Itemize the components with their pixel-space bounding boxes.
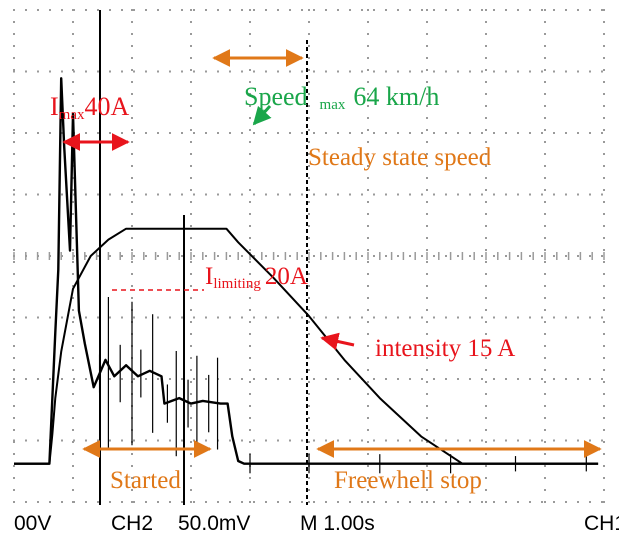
intensity-label: intensity 15 A [375,335,515,362]
current-trace [14,77,599,465]
started-label: Started [110,467,181,494]
ch1-scale-readout: 00V [14,512,51,535]
timebase-readout: M 1.00s [300,512,375,535]
ch2-scale-readout: 50.0mV [178,512,250,535]
intensity-arrow [320,332,355,351]
traces [14,77,599,474]
ch2-readout: CH2 [111,512,153,535]
imax-label: Imax40A [50,92,130,123]
graticule-grid [13,9,605,503]
freewheel-label: Freewhell stop [334,467,482,494]
speed-arrow [252,105,272,126]
trigger-readout: CH1 [584,512,619,535]
ilimiting-label: Ilimiting 20A [205,263,308,292]
speed-trace [14,227,599,465]
steady-state-label: Steady state speed [308,144,492,171]
speed-label: Speed max 64 km/h [244,82,439,113]
